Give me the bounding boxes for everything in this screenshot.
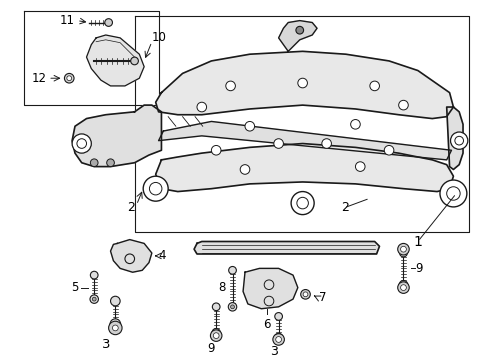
Circle shape xyxy=(450,132,468,149)
Text: 4: 4 xyxy=(159,249,166,262)
Circle shape xyxy=(303,292,308,297)
Circle shape xyxy=(214,331,218,335)
Circle shape xyxy=(212,303,220,311)
Circle shape xyxy=(197,102,207,112)
Circle shape xyxy=(351,120,360,129)
Circle shape xyxy=(105,19,113,26)
Polygon shape xyxy=(194,242,379,254)
Circle shape xyxy=(90,271,98,279)
Circle shape xyxy=(398,243,409,255)
Circle shape xyxy=(113,322,118,327)
Text: 7: 7 xyxy=(319,291,326,304)
Polygon shape xyxy=(447,107,463,170)
Text: 9: 9 xyxy=(415,262,422,275)
Polygon shape xyxy=(156,51,453,118)
Circle shape xyxy=(111,296,120,306)
Circle shape xyxy=(291,192,314,215)
Circle shape xyxy=(298,78,307,88)
Text: 1: 1 xyxy=(413,234,422,248)
Circle shape xyxy=(90,295,98,303)
Circle shape xyxy=(355,162,365,171)
Circle shape xyxy=(212,329,220,337)
Circle shape xyxy=(65,73,74,83)
Circle shape xyxy=(384,145,394,155)
Circle shape xyxy=(274,333,283,342)
Circle shape xyxy=(67,76,72,81)
Text: 9: 9 xyxy=(208,342,215,355)
Circle shape xyxy=(401,283,405,287)
Polygon shape xyxy=(87,35,144,86)
Circle shape xyxy=(226,81,235,91)
Circle shape xyxy=(110,319,121,329)
Circle shape xyxy=(401,246,406,252)
Circle shape xyxy=(240,165,250,174)
Polygon shape xyxy=(156,144,453,192)
Circle shape xyxy=(213,333,219,338)
Polygon shape xyxy=(111,240,152,272)
Text: 2: 2 xyxy=(127,201,135,215)
Circle shape xyxy=(143,176,168,201)
Circle shape xyxy=(211,145,221,155)
Circle shape xyxy=(245,121,255,131)
Circle shape xyxy=(273,334,284,345)
Circle shape xyxy=(72,134,91,153)
Text: 5: 5 xyxy=(72,281,79,294)
Circle shape xyxy=(107,159,114,167)
Circle shape xyxy=(322,139,331,148)
Circle shape xyxy=(90,159,98,167)
Circle shape xyxy=(276,337,281,342)
Circle shape xyxy=(131,57,138,65)
Circle shape xyxy=(398,282,409,293)
Circle shape xyxy=(92,297,96,301)
Circle shape xyxy=(113,325,118,331)
Text: 6: 6 xyxy=(263,318,271,331)
Text: 3: 3 xyxy=(270,345,278,358)
Circle shape xyxy=(296,26,304,34)
Circle shape xyxy=(440,180,467,207)
Circle shape xyxy=(370,81,379,91)
Circle shape xyxy=(401,285,406,291)
Circle shape xyxy=(277,336,281,339)
Circle shape xyxy=(275,312,282,320)
Text: 11: 11 xyxy=(60,14,75,27)
Polygon shape xyxy=(243,269,298,309)
Circle shape xyxy=(228,303,237,311)
Text: 10: 10 xyxy=(152,31,167,44)
Circle shape xyxy=(210,330,222,341)
Circle shape xyxy=(274,139,283,148)
Circle shape xyxy=(109,321,122,335)
Polygon shape xyxy=(159,121,451,160)
Circle shape xyxy=(301,289,310,299)
Polygon shape xyxy=(279,21,317,51)
Circle shape xyxy=(399,280,408,289)
Text: 12: 12 xyxy=(31,72,46,85)
Text: 2: 2 xyxy=(341,201,349,215)
Circle shape xyxy=(399,100,408,110)
Circle shape xyxy=(229,266,236,274)
Polygon shape xyxy=(72,105,161,167)
Text: 3: 3 xyxy=(101,338,110,351)
Text: 8: 8 xyxy=(219,281,226,294)
Circle shape xyxy=(231,305,234,309)
Circle shape xyxy=(400,249,407,257)
